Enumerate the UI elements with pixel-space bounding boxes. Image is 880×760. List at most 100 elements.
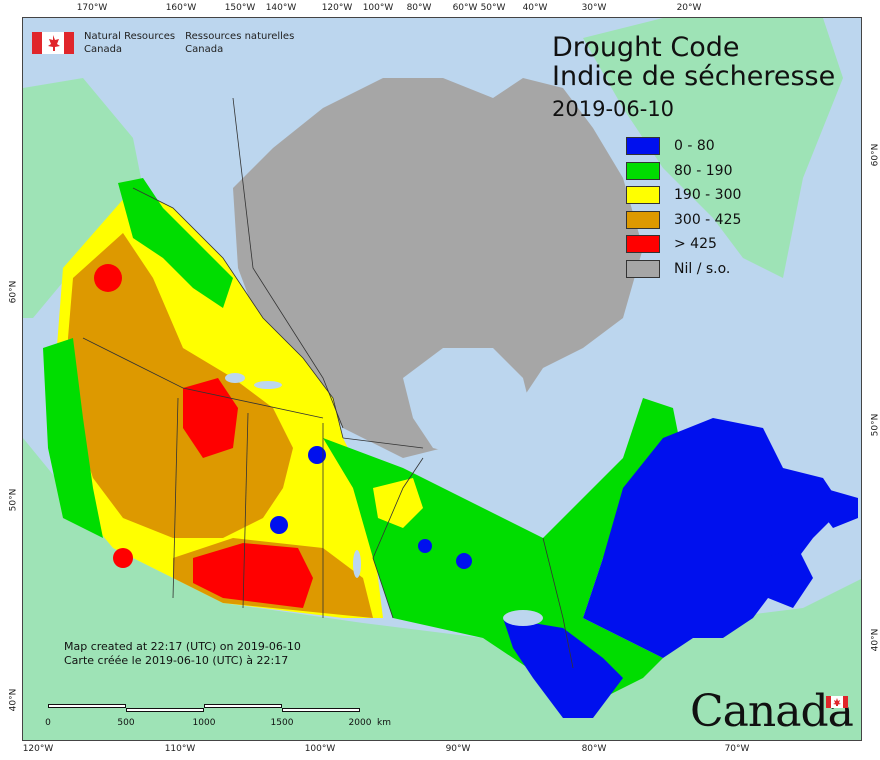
lake-superior <box>503 610 543 626</box>
canada-wordmark: Canada <box>690 686 854 737</box>
graticule-label: 40°W <box>522 3 548 13</box>
title-block: Drought Code Indice de sécheresse 2019-0… <box>552 33 835 121</box>
legend-label: 190 - 300 <box>674 187 742 204</box>
arctic-islands <box>233 78 643 458</box>
graticule-label: 80°W <box>406 3 432 13</box>
graticule-label: 120°W <box>321 3 353 13</box>
dc-blue-spot-4 <box>418 539 432 553</box>
graticule-label: 60°N <box>870 143 880 167</box>
map-area[interactable] <box>22 17 862 741</box>
graticule-label: 40°N <box>8 688 19 712</box>
legend-item: 80 - 190 <box>626 159 741 184</box>
legend-swatch <box>626 235 660 254</box>
graticule-label: 50°N <box>8 488 19 512</box>
graticule-label: 60°W <box>452 3 478 13</box>
wordmark-flag-icon <box>826 693 848 708</box>
dc-labrador-coast <box>818 488 858 528</box>
graticule-label: 80°W <box>581 744 607 754</box>
created-note: Map created at 22:17 (UTC) on 2019-06-10… <box>64 640 301 668</box>
dc-red-alberta <box>183 378 238 458</box>
graticule-label: 90°W <box>445 744 471 754</box>
dc-blue-spot-2 <box>270 516 288 534</box>
legend-label: > 425 <box>674 236 717 253</box>
great-bear-lake <box>225 373 245 383</box>
dc-west-orange <box>68 233 293 538</box>
dc-yellow-manitoba <box>373 478 423 528</box>
map-title-french: Indice de sécheresse <box>552 61 836 92</box>
dc-newfoundland <box>763 548 813 608</box>
legend-swatch <box>626 137 660 156</box>
legend-item: > 425 <box>626 232 741 257</box>
graticule-label: 150°W <box>224 3 256 13</box>
scale-segment <box>204 704 282 708</box>
agency-fr-line1: Ressources naturelles <box>185 31 295 42</box>
agency-block: Natural Resources Canada Ressources natu… <box>32 30 294 56</box>
graticule-label: 40°N <box>870 628 880 652</box>
graticule-label: 160°W <box>165 3 197 13</box>
legend-item: 0 - 80 <box>626 134 741 159</box>
scale-segment <box>48 704 126 708</box>
graticule-label: 50°W <box>480 3 506 13</box>
legend-item: Nil / s.o. <box>626 257 741 282</box>
scale-segment <box>282 708 360 712</box>
scale-label: 500 <box>117 718 135 728</box>
graticule-label: 100°W <box>304 744 336 754</box>
agency-en-line2: Canada <box>84 44 123 55</box>
legend-item: 300 - 425 <box>626 208 741 233</box>
lake-winnipeg <box>353 550 361 578</box>
dc-red-yukon <box>94 264 122 292</box>
dc-red-bc <box>113 548 133 568</box>
scale-label: 2000 <box>348 718 372 728</box>
scale-bar <box>48 704 360 714</box>
legend-swatch <box>626 259 660 278</box>
graticule-label: 30°W <box>581 3 607 13</box>
dc-east-blue <box>583 418 843 658</box>
graticule-label: 100°W <box>362 3 394 13</box>
alaska-land <box>23 78 143 318</box>
canada-flag-icon <box>32 32 74 54</box>
legend-label: Nil / s.o. <box>674 260 731 277</box>
graticule-label: 170°W <box>76 3 108 13</box>
legend-label: 0 - 80 <box>674 138 715 155</box>
dc-green-coast <box>43 338 103 538</box>
agency-fr-line2: Canada <box>185 44 224 55</box>
greenland-land <box>583 18 843 278</box>
graticule-label: 70°W <box>724 744 750 754</box>
great-slave-lake <box>254 381 282 389</box>
graticule-label: 50°N <box>870 413 880 437</box>
scale-label: 1500 <box>270 718 294 728</box>
legend-swatch <box>626 161 660 180</box>
graticule-label: 140°W <box>265 3 297 13</box>
map-canvas <box>23 18 861 740</box>
graticule-label: 60°N <box>8 280 19 304</box>
agency-english: Natural Resources Canada <box>84 30 175 56</box>
dc-ontario-blue <box>503 618 623 718</box>
graticule-label: 20°W <box>676 3 702 13</box>
scale-segment <box>126 708 204 712</box>
scale-label: 1000 <box>192 718 216 728</box>
agency-french: Ressources naturelles Canada <box>185 30 294 56</box>
graticule-label: 110°W <box>164 744 196 754</box>
created-note-french: Carte créée le 2019-06-10 (UTC) à 22:17 <box>64 654 289 667</box>
dc-blue-spot-1 <box>308 446 326 464</box>
scale-unit: km <box>377 718 391 728</box>
graticule-label: 120°W <box>22 744 54 754</box>
map-title-english: Drought Code <box>552 32 740 63</box>
legend-item: 190 - 300 <box>626 183 741 208</box>
legend-label: 80 - 190 <box>674 162 733 179</box>
agency-en-line1: Natural Resources <box>84 31 176 42</box>
legend: 0 - 80 80 - 190 190 - 300 300 - 425 > 425 Nil… <box>626 134 741 281</box>
province-borders <box>82 97 574 669</box>
legend-label: 300 - 425 <box>674 211 742 228</box>
created-note-english: Map created at 22:17 (UTC) on 2019-06-10 <box>64 640 301 653</box>
legend-swatch <box>626 186 660 205</box>
dc-blue-spot-3 <box>456 553 472 569</box>
hudson-bay <box>403 348 533 458</box>
map-date: 2019-06-10 <box>552 97 675 121</box>
dc-green-north <box>118 178 233 308</box>
scale-label: 0 <box>45 718 51 728</box>
dc-red-south <box>193 543 313 608</box>
dc-east-green <box>323 398 683 708</box>
legend-swatch <box>626 210 660 229</box>
